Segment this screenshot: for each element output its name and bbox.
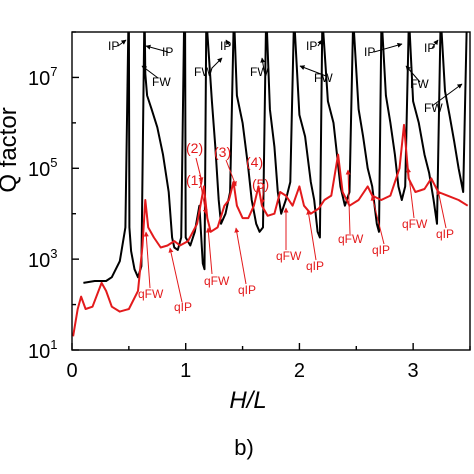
annotation-fw-3: FW: [250, 65, 269, 79]
annotation-ip-3: IP: [220, 39, 231, 53]
annotation-mode-5: (5): [252, 176, 269, 192]
y-tick-label-5: 105: [28, 155, 57, 181]
x-tick-label-0: 0: [66, 360, 77, 382]
annotation-arrow: [405, 65, 421, 83]
series-line-2: [72, 123, 469, 337]
annotation-arrow: [195, 157, 204, 183]
annotation-qip-1: qIP: [174, 300, 192, 314]
annotation-arrow: [211, 57, 223, 69]
annotation-ip-1: IP: [108, 39, 119, 53]
y-tick-label-1: 101: [28, 337, 57, 363]
annotation-qip-3: qIP: [306, 259, 324, 273]
annotation-arrow: [317, 39, 323, 47]
annotation-mode-1: (1): [186, 172, 203, 188]
annotation-arrow: [199, 179, 208, 215]
y-tick-label-7: 107: [28, 64, 57, 90]
panel-label: b): [234, 435, 254, 460]
annotation-arrow: [260, 57, 266, 71]
axes: [71, 31, 471, 351]
annotation-arrow: [168, 247, 183, 303]
annotation-mode-4: (4): [246, 154, 263, 170]
annotation-arrow: [431, 39, 439, 49]
annotation-qfw-4: qFW: [338, 232, 364, 246]
annotation-qfw-5: qFW: [402, 217, 428, 231]
annotation-arrow: [225, 39, 231, 47]
annotation-qfw-2: qFW: [204, 274, 230, 288]
annotation-arrow: [299, 65, 327, 77]
annotation-mode-2: (2): [186, 140, 203, 156]
annotation-ip-5: IP: [364, 45, 375, 59]
annotation-ip-4: IP: [306, 39, 317, 53]
annotation-qfw-1: qFW: [138, 287, 164, 301]
annotation-ip-2: IP: [162, 45, 173, 59]
y-tick-label-3: 103: [28, 246, 57, 272]
annotation-qip-4: qIP: [372, 243, 390, 257]
plot-frame: [71, 31, 471, 351]
annotation-qfw-3: qFW: [276, 249, 302, 263]
x-tick-label-2: 2: [294, 360, 305, 382]
annotation-arrow: [225, 159, 237, 187]
x-tick-label-3: 3: [408, 360, 419, 382]
annotation-fw-2: FW: [194, 65, 213, 79]
annotation-qip-5: qIP: [436, 227, 454, 241]
annotation-arrow: [145, 44, 169, 53]
annotation-arrow: [370, 195, 385, 245]
annotation-arrow: [234, 227, 247, 285]
annotation-arrow: [117, 39, 127, 47]
annotation-fw-4: FW: [314, 71, 333, 85]
annotation-arrow: [306, 209, 317, 261]
annotation-arrow: [143, 231, 151, 289]
annotation-arrow: [373, 42, 403, 53]
annotation-arrow: [345, 169, 351, 235]
annotation-arrow: [406, 167, 415, 219]
annotation-mode-3: (3): [214, 144, 231, 160]
annotation-arrows: [117, 39, 463, 303]
annotation-arrow: [205, 227, 213, 275]
x-tick-label-1: 1: [180, 360, 191, 382]
x-axis-title: H/L: [229, 387, 266, 414]
annotation-qip-2: qIP: [238, 283, 256, 297]
annotation-fw-1: FW: [152, 75, 171, 89]
annotation-ip-6: IP: [424, 41, 435, 55]
series-line-1: [83, 32, 468, 284]
annotation-arrow: [141, 65, 159, 79]
series-layer: [72, 32, 469, 337]
annotation-fw-5: FW: [410, 77, 429, 91]
y-axis-title: Q factor: [0, 107, 22, 192]
annotation-arrow: [436, 189, 447, 229]
annotation-arrow: [431, 83, 463, 107]
annotation-arrow: [259, 183, 265, 205]
annotation-fw-6: FW: [424, 101, 443, 115]
